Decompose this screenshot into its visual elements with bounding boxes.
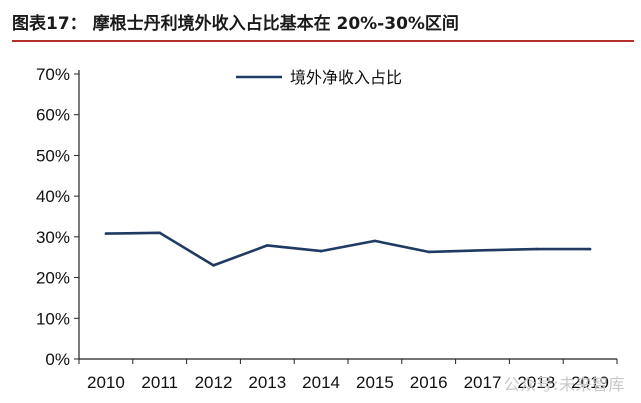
title-divider <box>12 40 634 42</box>
y-tick-label: 20% <box>36 269 70 288</box>
x-tick-label: 2014 <box>302 373 340 392</box>
data-point <box>158 231 161 235</box>
data-point <box>427 250 431 254</box>
series-line <box>105 231 591 267</box>
data-point <box>212 264 215 267</box>
legend-label: 境外净收入占比 <box>290 68 402 87</box>
data-point <box>104 232 108 235</box>
x-tick-label: 2012 <box>195 373 233 392</box>
data-point <box>266 244 269 247</box>
figure-header: 图表17： 摩根士丹利境外收入占比基本在 20%-30%区间 <box>0 0 641 42</box>
data-point <box>481 248 484 252</box>
x-tick-label: 2011 <box>141 373 178 392</box>
x-axis-ticks: 2010 2011 2012 2013 2014 2015 2016 2017 2018 2019 <box>78 359 618 392</box>
x-tick-label: 2013 <box>248 373 286 392</box>
y-axis-ticks: 0% 10% 20% 30% 40% 50% 60% 70% <box>36 65 79 369</box>
x-tick-label: 2017 <box>464 373 502 392</box>
x-tick-label: 2018 <box>517 373 555 392</box>
y-tick-label: 50% <box>36 146 70 165</box>
y-tick-label: 70% <box>36 65 70 84</box>
data-point <box>535 247 538 251</box>
series-layer <box>104 231 592 267</box>
y-tick-label: 10% <box>36 309 70 328</box>
y-tick-label: 40% <box>36 187 70 206</box>
x-tick-label: 2019 <box>571 373 609 392</box>
watermark: 公众号:未来智库 <box>503 375 625 394</box>
legend: 境外净收入占比 <box>236 68 402 87</box>
chart-area: 0% 10% 20% 30% 40% 50% 60% 70% 2010 2011 2012 2013… <box>0 44 641 403</box>
x-tick-label: 2016 <box>410 373 448 392</box>
figure-title: 图表17： 摩根士丹利境外收入占比基本在 20%-30%区间 <box>12 14 459 34</box>
data-point <box>373 239 377 243</box>
axes <box>78 70 617 360</box>
line-chart: 0% 10% 20% 30% 40% 50% 60% 70% 2010 2011 2012 2013… <box>36 65 618 392</box>
y-tick-label: 0% <box>45 350 70 369</box>
data-point <box>319 249 323 253</box>
y-tick-label: 30% <box>36 228 70 247</box>
x-tick-label: 2010 <box>87 373 125 392</box>
data-point <box>588 247 592 251</box>
x-tick-label: 2015 <box>356 373 394 392</box>
y-tick-label: 60% <box>36 106 70 125</box>
